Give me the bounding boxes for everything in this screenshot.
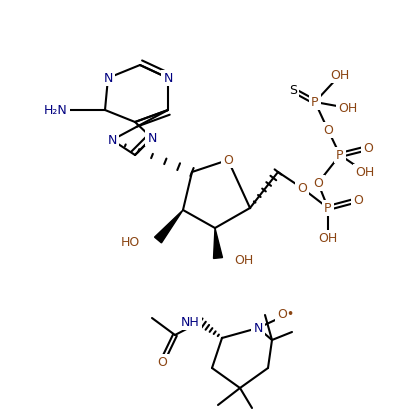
Text: OH: OH: [354, 166, 374, 178]
Text: N: N: [107, 133, 116, 146]
Text: S: S: [288, 84, 296, 97]
Text: OH: OH: [233, 253, 253, 267]
Polygon shape: [213, 228, 222, 258]
Text: N: N: [163, 71, 172, 84]
Text: H₂N: H₂N: [44, 104, 68, 117]
Text: OH: OH: [330, 69, 349, 82]
Text: N: N: [103, 71, 113, 84]
Text: O: O: [157, 355, 166, 369]
Text: O: O: [362, 142, 372, 155]
Text: NH: NH: [181, 316, 200, 329]
Text: O: O: [222, 153, 232, 166]
Polygon shape: [154, 210, 183, 243]
Text: N: N: [253, 321, 262, 334]
Text: O: O: [312, 176, 322, 189]
Text: N: N: [147, 132, 156, 145]
Text: O: O: [352, 194, 362, 206]
Text: O: O: [322, 123, 332, 137]
Text: P: P: [324, 201, 331, 214]
Text: P: P: [335, 148, 343, 161]
Text: OH: OH: [337, 102, 357, 115]
Text: HO: HO: [120, 235, 140, 248]
Text: O•: O•: [277, 308, 294, 321]
Text: OH: OH: [318, 232, 337, 245]
Text: P: P: [311, 95, 318, 109]
Text: O: O: [296, 181, 306, 194]
